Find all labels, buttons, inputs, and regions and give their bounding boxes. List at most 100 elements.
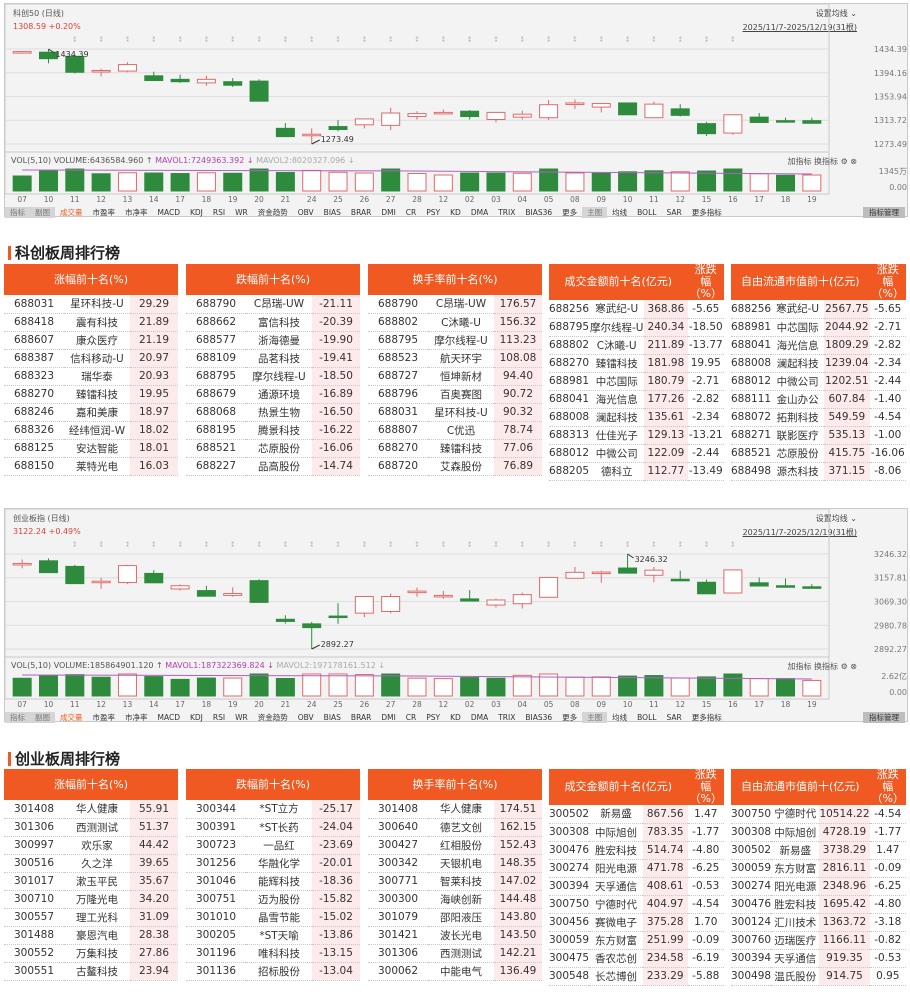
table-row[interactable]: 688256 寒武纪-U 368.86 -5.65 (549, 300, 724, 319)
candle-body[interactable] (644, 103, 664, 119)
candle-body[interactable] (723, 114, 743, 134)
table-row[interactable]: 688577 浙海德曼 -19.90 (186, 331, 360, 350)
volume-bar[interactable] (170, 173, 190, 192)
volume-bar[interactable] (144, 676, 164, 697)
event-marker-icon[interactable]: ⁑ (205, 37, 208, 44)
table-row[interactable]: 301017 漱玉平民 35.67 (4, 872, 178, 891)
toolbar-item[interactable]: 成交量 (60, 712, 83, 722)
table-row[interactable]: 300502 新易盛 867.56 1.47 (549, 805, 724, 824)
toolbar-item[interactable]: PSY (426, 712, 441, 722)
table-row[interactable]: 300124 汇川技术 1363.72 -3.18 (731, 913, 906, 932)
table-row[interactable]: 301408 华人健康 174.51 (368, 800, 542, 819)
candle-body[interactable] (486, 111, 506, 120)
volume-bar[interactable] (802, 174, 822, 192)
table-row[interactable]: 688662 富信科技 -20.39 (186, 313, 360, 332)
table-row[interactable]: 301408 华人健康 55.91 (4, 800, 178, 819)
table-row[interactable]: 300498 温氏股份 914.75 0.95 (731, 967, 906, 986)
event-marker-icon[interactable]: ⁑ (547, 542, 550, 549)
volume-bar[interactable] (486, 172, 506, 192)
table-row[interactable]: 688195 腾景科技 -16.22 (186, 421, 360, 440)
table-row[interactable]: 301196 唯科科技 -13.15 (186, 944, 360, 963)
volume-bar[interactable] (749, 173, 769, 192)
volume-bar[interactable] (170, 678, 190, 697)
table-row[interactable]: 301046 能辉科技 -18.36 (186, 872, 360, 891)
toolbar-item[interactable]: BIAS36 (525, 712, 553, 722)
table-row[interactable]: 688387 信科移动-U 20.97 (4, 349, 178, 368)
add-indicator-links[interactable]: 加指标 换指标 ⚙ ⊗ (787, 661, 857, 672)
indicator-manage-button[interactable]: 指标管理 (863, 206, 905, 218)
table-row[interactable]: 300344 *ST立方 -25.17 (186, 800, 360, 819)
table-row[interactable]: 301421 波长光电 143.50 (368, 926, 542, 945)
event-marker-icon[interactable]: ⁑ (152, 542, 155, 549)
event-marker-icon[interactable]: ⁑ (310, 542, 313, 549)
table-row[interactable]: 688523 航天环宇 108.08 (368, 349, 542, 368)
event-marker-icon[interactable]: ⁑ (442, 542, 445, 549)
candle-body[interactable] (591, 103, 611, 108)
table-row[interactable]: 688521 芯原股份 -16.06 (186, 439, 360, 458)
volume-bar[interactable] (249, 168, 269, 192)
volume-bar[interactable] (723, 168, 743, 192)
table-row[interactable]: 688271 联影医疗 535.13 -1.00 (731, 426, 906, 445)
candle-body[interactable] (170, 585, 190, 590)
candle-body[interactable] (723, 569, 743, 594)
table-row[interactable]: 300059 东方财富 2816.11 -0.09 (731, 859, 906, 878)
toolbar-item[interactable]: BIAS (323, 712, 341, 722)
table-row[interactable]: 300308 中际旭创 4728.19 -1.77 (731, 823, 906, 842)
toolbar-item[interactable]: OBV (297, 207, 314, 217)
event-marker-icon[interactable]: ⁑ (494, 542, 497, 549)
event-marker-icon[interactable]: ⁑ (573, 37, 576, 44)
table-row[interactable]: 688807 C优迅 78.74 (368, 421, 542, 440)
set-ma-dropdown[interactable]: 设置均线 ⌄ (815, 514, 857, 523)
event-marker-icon[interactable]: ⁑ (600, 542, 603, 549)
event-marker-icon[interactable]: ⁑ (521, 542, 524, 549)
candle-body[interactable] (802, 120, 822, 124)
table-row[interactable]: 688109 品茗科技 -19.41 (186, 349, 360, 368)
event-marker-icon[interactable]: ⁑ (126, 37, 129, 44)
event-marker-icon[interactable]: ⁑ (284, 542, 287, 549)
toolbar-item[interactable]: 资金趋势 (257, 207, 288, 217)
volume-bar[interactable] (539, 168, 559, 192)
volume-bar[interactable] (223, 677, 243, 697)
candle-body[interactable] (433, 111, 453, 115)
candle-body[interactable] (539, 576, 559, 598)
volume-bar[interactable] (512, 172, 532, 192)
table-row[interactable]: 688795 摩尔线程-U -18.50 (186, 367, 360, 386)
table-row[interactable]: 688031 星环科技-U 29.29 (4, 295, 178, 314)
toolbar-item[interactable]: CR (405, 712, 417, 722)
candle-body[interactable] (91, 580, 111, 584)
table-row[interactable]: 688727 恒坤新材 94.40 (368, 367, 542, 386)
volume-bar[interactable] (196, 677, 216, 697)
toolbar-item[interactable]: TRIX (498, 712, 516, 722)
table-row[interactable]: 300760 迈瑞医疗 1166.11 -0.82 (731, 931, 906, 950)
candle-body[interactable] (749, 582, 769, 587)
table-row[interactable]: 300062 中能电气 136.49 (368, 962, 542, 981)
candle-body[interactable] (38, 560, 58, 574)
candle-body[interactable] (354, 118, 374, 126)
toolbar-item[interactable]: KDJ (189, 207, 203, 217)
set-ma-dropdown[interactable]: 设置均线 ⌄ (815, 9, 857, 18)
table-row[interactable]: 688227 品高股份 -14.74 (186, 457, 360, 476)
toolbar-item[interactable]: KD (450, 207, 461, 217)
table-row[interactable]: 300394 天孚通信 919.35 -0.53 (731, 949, 906, 968)
event-marker-icon[interactable]: ⁑ (626, 542, 629, 549)
volume-bar[interactable] (565, 172, 585, 192)
toolbar-item[interactable]: BOLL (637, 712, 657, 722)
table-row[interactable]: 688790 C昂瑞-UW -21.11 (186, 295, 360, 314)
table-row[interactable]: 300274 阳光电源 471.78 -6.25 (549, 859, 724, 878)
close-circle-icon[interactable]: ⊗ (850, 662, 857, 671)
toolbar-item[interactable]: 市净率 (125, 712, 148, 722)
toolbar-item[interactable]: BOLL (637, 207, 657, 217)
candle-body[interactable] (433, 594, 453, 598)
table-row[interactable]: 688012 中微公司 122.09 -2.44 (549, 444, 724, 463)
volume-bar[interactable] (539, 673, 559, 697)
toolbar-item[interactable]: WR (235, 712, 248, 722)
volume-bar[interactable] (65, 168, 85, 192)
toolbar-item[interactable]: 副图 (30, 711, 55, 723)
table-row[interactable]: 688270 臻镭科技 181.98 19.95 (549, 354, 724, 373)
candle-body[interactable] (460, 110, 480, 118)
volume-bar[interactable] (91, 676, 111, 697)
volume-bar[interactable] (407, 677, 427, 697)
event-marker-icon[interactable]: ⁑ (337, 37, 340, 44)
event-marker-icon[interactable]: ⁑ (363, 37, 366, 44)
candle-body[interactable] (697, 581, 717, 595)
